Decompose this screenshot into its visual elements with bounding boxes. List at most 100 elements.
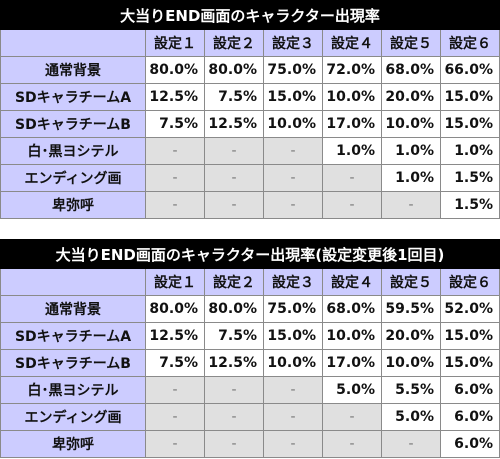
rate-cell: - — [145, 403, 205, 431]
column-header-setting-2: 設定２ — [204, 268, 264, 296]
character-rate-table: 大当りEND画面のキャラクター出現率 設定１ 設定２ 設定３ 設定４ 設定５ 設定６ 通常背… — [0, 0, 500, 219]
rate-cell: 68.0% — [381, 56, 441, 84]
rate-cell: - — [381, 191, 441, 219]
row-label: エンディング画 — [0, 403, 146, 431]
rate-cell: 5.5% — [381, 376, 441, 404]
table-row: 通常背景 80.0% 80.0% 75.0% 68.0% 59.5% 52.0% — [0, 295, 500, 323]
rate-cell: 80.0% — [145, 295, 205, 323]
header-corner-cell — [0, 268, 146, 296]
rate-cell: 12.5% — [145, 322, 205, 350]
rate-cell: - — [145, 191, 205, 219]
rate-cell: 15.0% — [440, 349, 500, 377]
rate-cell: 5.0% — [322, 376, 382, 404]
rate-cell: 17.0% — [322, 110, 382, 138]
rate-cell: 12.5% — [204, 349, 264, 377]
rate-cell: - — [145, 137, 205, 165]
rate-cell: 7.5% — [204, 322, 264, 350]
table-row: SDキャラチームB 7.5% 12.5% 10.0% 17.0% 10.0% 15.0% — [0, 349, 500, 377]
rate-cell: 75.0% — [263, 295, 323, 323]
table-body: 大当りEND画面のキャラクター出現率(設定変更後1回目) 設定１ 設定２ 設定３ 設定… — [0, 239, 500, 458]
row-label: 通常背景 — [0, 295, 146, 323]
rate-cell: - — [145, 430, 205, 458]
rate-cell: 10.0% — [381, 349, 441, 377]
rate-cell: 12.5% — [204, 110, 264, 138]
column-header-setting-3: 設定３ — [263, 29, 323, 57]
rate-cell: 68.0% — [322, 295, 382, 323]
column-header-setting-1: 設定１ — [145, 268, 205, 296]
rate-cell: - — [322, 403, 382, 431]
table-row: 卑弥呼 - - - - -6.0% — [0, 430, 500, 458]
rate-cell: - — [263, 403, 323, 431]
rate-cell: 15.0% — [439, 83, 500, 111]
rate-cell: - — [145, 376, 205, 404]
row-label: SDキャラチームB — [0, 349, 146, 377]
rate-cell: - — [204, 191, 264, 219]
column-header-setting-2: 設定２ — [204, 29, 264, 57]
column-header-row: 設定１ 設定２ 設定３ 設定４ 設定５ 設定６ — [0, 29, 500, 57]
table-title: 大当りEND画面のキャラクター出現率(設定変更後1回目) — [0, 239, 500, 269]
column-header-setting-1: 設定１ — [145, 29, 205, 57]
rate-cell: - — [204, 403, 264, 431]
table-row: 白･黒ヨシテル - - -1.0% 1.0% 1.0% — [0, 137, 500, 165]
rate-cell: - — [381, 430, 441, 458]
rate-cell: 75.0% — [263, 56, 323, 84]
row-label: SDキャラチームA — [0, 322, 146, 350]
rate-cell: - — [204, 164, 264, 192]
rate-cell: - — [322, 430, 382, 458]
rate-cell: 7.5% — [145, 110, 205, 138]
row-label: 通常背景 — [0, 56, 146, 84]
table-row: 卑弥呼 - - - - -1.5% — [0, 191, 500, 219]
row-label: 卑弥呼 — [0, 191, 146, 219]
rate-cell: - — [204, 137, 264, 165]
rate-cell: 7.5% — [145, 349, 205, 377]
rate-cell: 6.0% — [440, 376, 500, 404]
rate-cell: 15.0% — [439, 110, 500, 138]
rate-cell: 15.0% — [440, 322, 500, 350]
character-rate-table-after-setting-change: 大当りEND画面のキャラクター出現率(設定変更後1回目) 設定１ 設定２ 設定３ 設定… — [0, 239, 500, 458]
rate-cell: 72.0% — [322, 56, 382, 84]
column-header-setting-5: 設定５ — [381, 29, 441, 57]
rate-cell: 12.5% — [145, 83, 205, 111]
rate-cell: - — [204, 430, 264, 458]
rate-cell: 20.0% — [381, 83, 441, 111]
rate-cell: 15.0% — [263, 322, 323, 350]
rate-cell: - — [263, 191, 323, 219]
row-label: 白･黒ヨシテル — [0, 376, 146, 404]
row-label: 卑弥呼 — [0, 430, 146, 458]
rate-cell: 7.5% — [204, 83, 264, 111]
rate-cell: 66.0% — [439, 56, 500, 84]
rate-cell: 10.0% — [322, 322, 382, 350]
column-header-setting-6: 設定６ — [440, 268, 500, 296]
rate-cell: - — [204, 376, 264, 404]
table-body: 大当りEND画面のキャラクター出現率 設定１ 設定２ 設定３ 設定４ 設定５ 設定６ 通常背… — [0, 0, 500, 219]
rate-cell: - — [263, 376, 323, 404]
rate-cell: 10.0% — [263, 110, 323, 138]
row-label: 白･黒ヨシテル — [0, 137, 146, 165]
rate-cell: 1.5% — [439, 191, 500, 219]
rate-cell: 6.0% — [440, 430, 500, 458]
table-row: SDキャラチームA 12.5% 7.5% 15.0% 10.0% 20.0% 15.0% — [0, 83, 500, 111]
rate-cell: 1.5% — [439, 164, 500, 192]
rate-cell: - — [263, 164, 323, 192]
column-header-setting-4: 設定４ — [322, 29, 382, 57]
row-label: エンディング画 — [0, 164, 146, 192]
table-row: エンディング画 - - - -5.0% 6.0% — [0, 403, 500, 431]
rate-cell: 52.0% — [440, 295, 500, 323]
rate-cell: 20.0% — [381, 322, 441, 350]
row-label: SDキャラチームA — [0, 83, 146, 111]
rate-cell: 59.5% — [381, 295, 441, 323]
rate-cell: - — [145, 164, 205, 192]
rate-cell: 10.0% — [263, 349, 323, 377]
rate-cell: 17.0% — [322, 349, 382, 377]
rate-cell: 80.0% — [145, 56, 205, 84]
column-header-setting-6: 設定６ — [439, 29, 500, 57]
table-title-row: 大当りEND画面のキャラクター出現率(設定変更後1回目) — [0, 239, 500, 269]
table-row: 通常背景 80.0% 80.0% 75.0% 72.0% 68.0% 66.0% — [0, 56, 500, 84]
table-row: SDキャラチームB 7.5% 12.5% 10.0% 17.0% 10.0% 15.0% — [0, 110, 500, 138]
rate-cell: 1.0% — [322, 137, 382, 165]
rate-cell: 5.0% — [381, 403, 441, 431]
rate-cell: - — [322, 191, 382, 219]
rate-cell: 6.0% — [440, 403, 500, 431]
rate-cell: - — [322, 164, 382, 192]
table-row: SDキャラチームA 12.5% 7.5% 15.0% 10.0% 20.0% 15.0% — [0, 322, 500, 350]
